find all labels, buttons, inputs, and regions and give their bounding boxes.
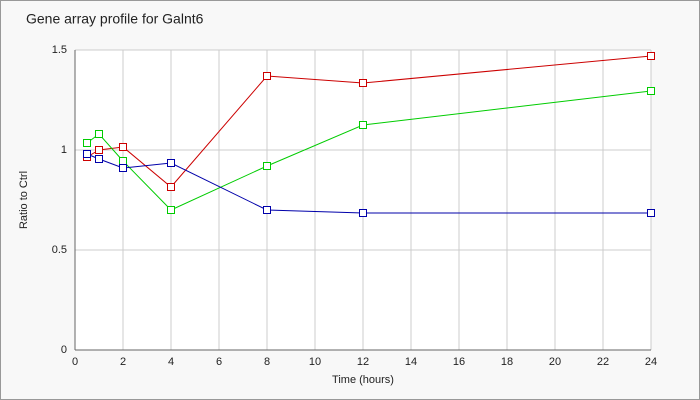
x-tick-label: 6 [216, 356, 222, 368]
x-tick-label: 20 [549, 356, 561, 368]
x-tick-label: 24 [645, 356, 657, 368]
point-marker [119, 164, 127, 172]
point-marker [263, 162, 271, 170]
point-marker [83, 150, 91, 158]
point-marker [95, 146, 103, 154]
y-tick-label: 0 [61, 344, 67, 356]
point-marker [263, 206, 271, 214]
point-marker [263, 72, 271, 80]
point-marker [359, 209, 367, 217]
x-tick-label: 10 [309, 356, 321, 368]
point-marker [647, 209, 655, 217]
y-tick-label: 1 [61, 144, 67, 156]
y-tick-label: 0.5 [52, 244, 67, 256]
point-marker [119, 143, 127, 151]
point-marker [647, 52, 655, 60]
chart-title: Gene array profile for Galnt6 [26, 11, 204, 27]
x-tick-label: 18 [501, 356, 513, 368]
point-marker [647, 87, 655, 95]
point-marker [167, 183, 175, 191]
x-tick-label: 2 [120, 356, 126, 368]
point-marker [359, 121, 367, 129]
point-marker [167, 206, 175, 214]
point-marker [95, 155, 103, 163]
x-axis-label: Time (hours) [332, 374, 394, 386]
x-tick-label: 8 [264, 356, 270, 368]
y-axis-label: Ratio to Ctrl [18, 171, 30, 229]
point-marker [167, 159, 175, 167]
x-tick-label: 22 [597, 356, 609, 368]
point-marker [95, 130, 103, 138]
x-tick-label: 4 [168, 356, 174, 368]
x-tick-label: 12 [357, 356, 369, 368]
point-marker [119, 157, 127, 165]
point-marker [359, 79, 367, 87]
x-tick-label: 16 [453, 356, 465, 368]
point-marker [83, 139, 91, 147]
y-tick-label: 1.5 [52, 44, 67, 56]
x-tick-label: 14 [405, 356, 417, 368]
x-tick-label: 0 [72, 356, 78, 368]
